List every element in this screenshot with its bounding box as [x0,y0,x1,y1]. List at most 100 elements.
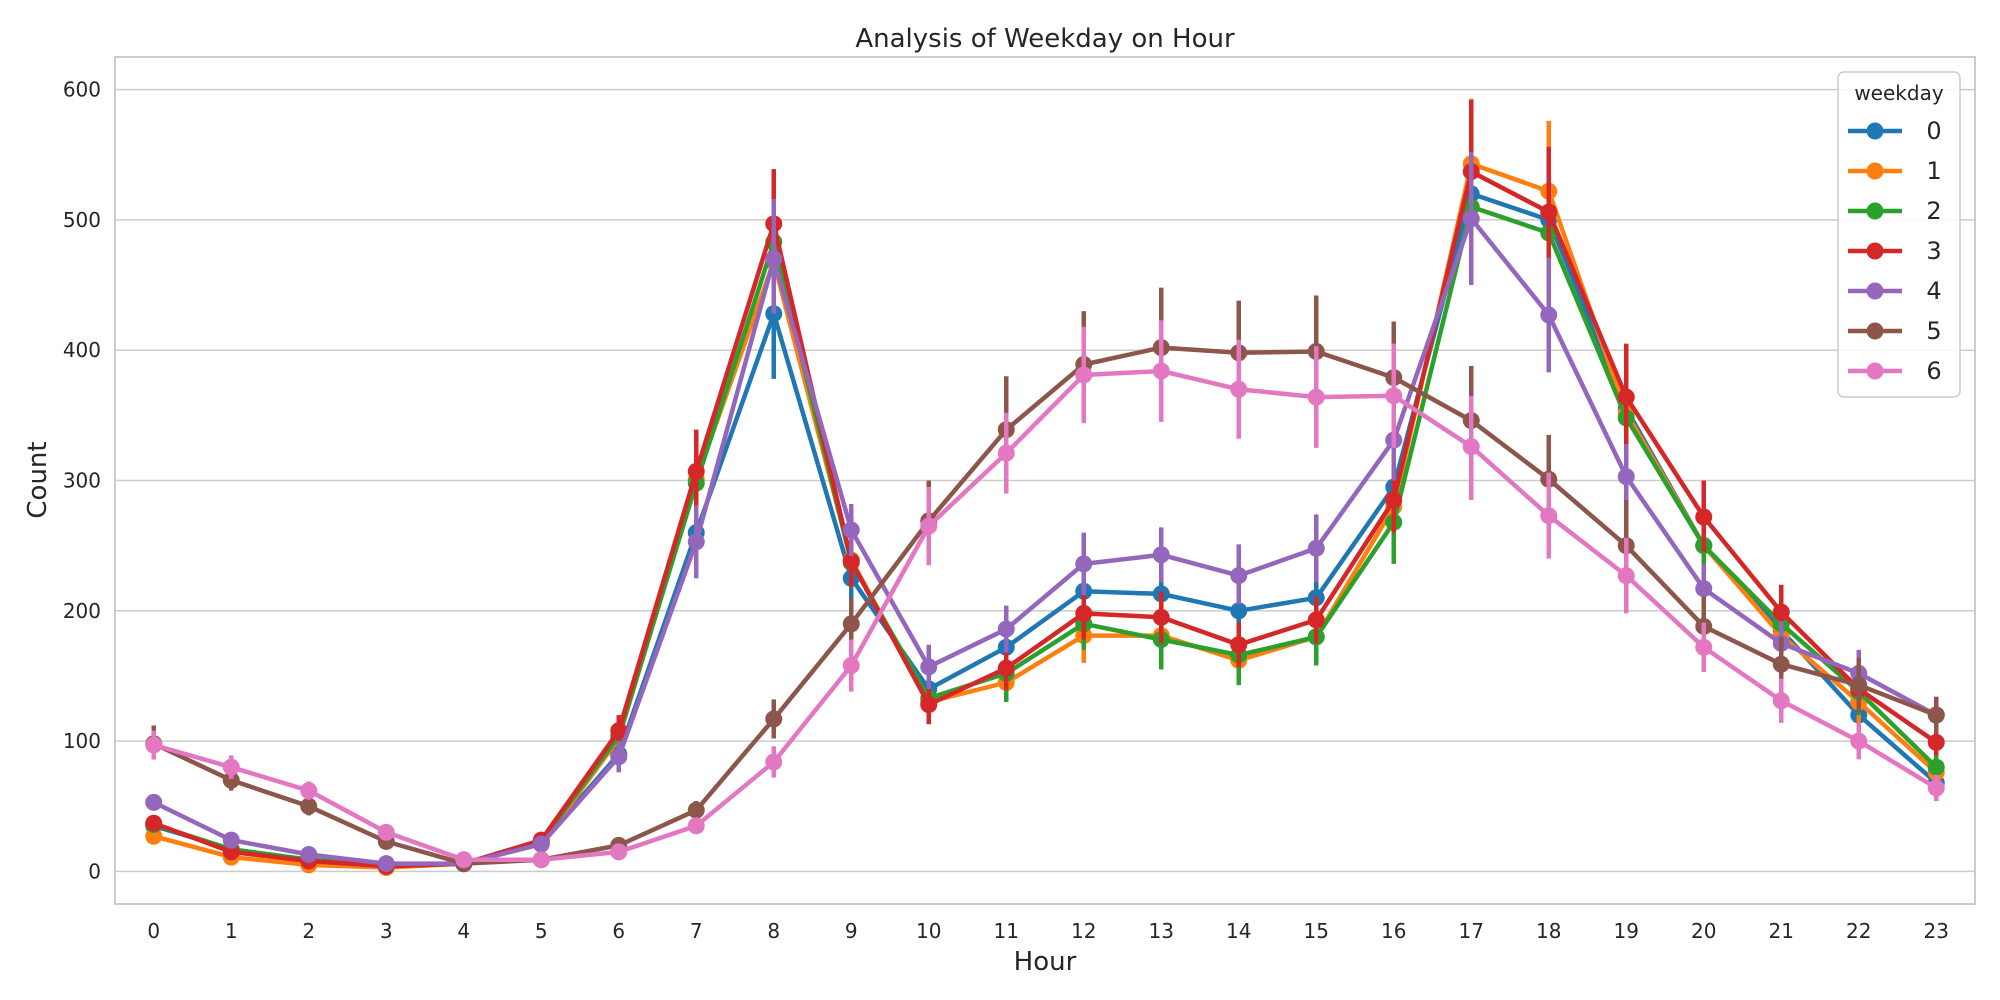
data-point [610,722,628,740]
data-point [765,710,783,728]
gridlines [115,88,1975,873]
data-point [610,748,628,766]
series-6 [145,320,1945,869]
data-point [222,771,240,789]
data-point [1927,706,1945,724]
y-tick-label: 0 [88,859,101,883]
legend-swatch-marker [1866,162,1884,180]
data-point [222,831,240,849]
data-point [1617,468,1635,486]
y-tick-label: 300 [63,469,101,493]
data-point [920,696,938,714]
data-point [532,835,550,853]
data-point [1695,580,1713,598]
data-point [920,658,938,676]
y-tick-label: 400 [63,338,101,362]
data-point [765,250,783,268]
data-point [687,801,705,819]
data-point [1462,438,1480,456]
y-tick-label: 600 [63,78,101,102]
x-tick-label: 6 [612,919,625,943]
data-point [1075,604,1093,622]
data-point [687,533,705,551]
data-point [1695,508,1713,526]
data-point [997,620,1015,638]
legend-items: 0 1 2 3 4 5 6 [1848,117,1942,385]
x-tick-label: 5 [535,919,548,943]
data-point [1385,387,1403,405]
data-point [1385,491,1403,509]
series-line [152,345,1938,866]
legend-swatch-marker [1866,322,1884,340]
x-tick-label: 22 [1846,919,1871,943]
data-point [222,758,240,776]
data-point [997,659,1015,677]
x-tick-label: 13 [1149,919,1174,943]
legend-item-1: 1 [1848,157,1942,185]
data-point [300,782,318,800]
data-point [1772,603,1790,621]
data-point [687,462,705,480]
data-point [145,793,163,811]
legend-title: weekday [1854,81,1944,105]
x-tick-label: 11 [994,919,1019,943]
data-point [842,657,860,675]
x-tick-label: 10 [916,919,941,943]
data-point [1617,388,1635,406]
data-point [1230,380,1248,398]
legend-label: 4 [1926,277,1941,305]
plot-frame [114,56,1976,905]
y-tick-label: 500 [63,208,101,232]
data-point [1075,366,1093,384]
data-point [842,615,860,633]
data-point [300,797,318,815]
data-point [1307,388,1325,406]
data-point [610,843,628,861]
y-tick-label: 200 [63,599,101,623]
y-tick-label: 100 [63,729,101,753]
x-tick-label: 0 [147,919,160,943]
legend-label: 6 [1926,357,1941,385]
y-axis-label: Count [23,441,53,518]
x-tick-label: 14 [1226,919,1251,943]
data-point [145,827,163,845]
x-tick-label: 15 [1304,919,1329,943]
x-tick-label: 23 [1924,919,1949,943]
data-point [842,521,860,539]
data-point [1927,758,1945,776]
x-tick-label: 9 [845,919,858,943]
legend-item-4: 4 [1848,277,1942,305]
data-point [1230,602,1248,620]
data-point [1772,692,1790,710]
data-point [1617,567,1635,585]
data-point [145,736,163,754]
data-point [145,814,163,832]
legend-item-3: 3 [1848,237,1942,265]
data-point [222,843,240,861]
data-point [1927,733,1945,751]
series-line [152,216,1938,866]
data-point [1695,638,1713,656]
data-point [1230,567,1248,585]
legend-swatch-marker [1866,242,1884,260]
legend-label: 1 [1926,157,1941,185]
data-point [455,851,473,869]
y-tick-labels: 0 100 200 300 400 500 600 [63,78,101,884]
legend-label: 0 [1926,117,1941,145]
series-layer [145,98,1945,877]
data-point [1850,676,1868,694]
data-point [1540,306,1558,324]
legend-item-0: 0 [1848,117,1942,145]
data-point [997,444,1015,462]
x-tick-label: 4 [457,919,470,943]
data-point [1152,608,1170,626]
data-point [1307,539,1325,557]
x-tick-label: 17 [1459,919,1484,943]
x-tick-label: 18 [1536,919,1561,943]
chart-title: Analysis of Weekday on Hour [855,24,1235,54]
x-tick-label: 3 [380,919,393,943]
data-point [842,552,860,570]
data-point [1152,362,1170,380]
data-point [920,517,938,535]
